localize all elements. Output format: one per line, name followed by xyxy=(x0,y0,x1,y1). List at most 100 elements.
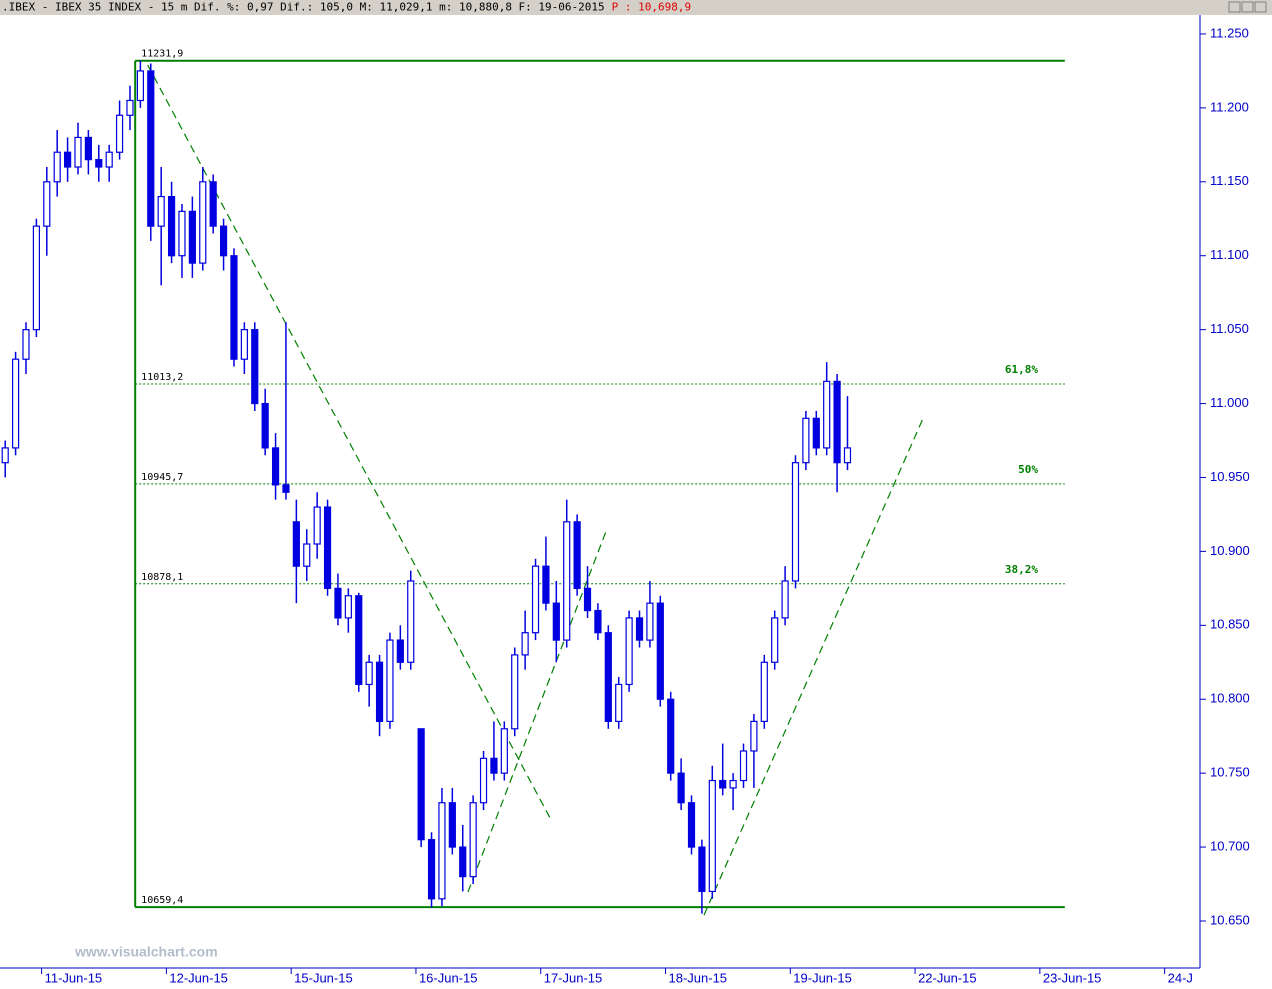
candle-body xyxy=(459,846,467,878)
candle-body xyxy=(11,358,20,449)
candle-body xyxy=(417,728,425,841)
y-tick-label: 10.950 xyxy=(1210,469,1250,484)
y-tick-label: 11.150 xyxy=(1210,173,1249,188)
candle-body xyxy=(157,195,165,227)
y-tick-label: 10.800 xyxy=(1210,691,1250,706)
candle-body xyxy=(407,580,415,663)
fib-pct-label: 61,8% xyxy=(1005,363,1038,376)
candle-body xyxy=(178,210,186,257)
y-tick-label: 10.900 xyxy=(1210,543,1250,558)
candle-body xyxy=(760,661,768,723)
x-tick-label: 15-Jun-15 xyxy=(294,970,353,985)
fib-pct-label: 38,2% xyxy=(1005,563,1038,576)
y-tick-label: 11.100 xyxy=(1210,247,1249,262)
candle-body xyxy=(1,447,9,464)
candle-body xyxy=(115,114,124,153)
fib-price-label: 10945,7 xyxy=(141,472,183,483)
y-tick-label: 11.000 xyxy=(1210,395,1249,410)
candle-body xyxy=(552,602,560,641)
candle-body xyxy=(271,447,280,486)
window-buttons[interactable] xyxy=(1228,1,1267,13)
candle-body xyxy=(698,846,706,893)
candle-body xyxy=(84,136,92,161)
x-tick-label: 24-J xyxy=(1168,970,1193,985)
candle-body xyxy=(313,506,321,545)
fib-pct-label: 50% xyxy=(1018,463,1038,476)
x-tick-label: 19-Jun-15 xyxy=(793,970,852,985)
header-bar xyxy=(0,0,1272,15)
candle-body xyxy=(771,617,779,663)
candle-body xyxy=(188,210,196,264)
x-tick-label: 12-Jun-15 xyxy=(169,970,228,985)
candle-body xyxy=(635,617,644,641)
close-button[interactable] xyxy=(1254,1,1267,13)
candle-body xyxy=(833,380,841,464)
candle-body xyxy=(126,99,134,116)
candle-body xyxy=(729,779,737,789)
candle-body xyxy=(469,802,477,878)
candle-body xyxy=(719,779,727,789)
candle-body xyxy=(292,521,300,567)
candle-body xyxy=(147,70,155,227)
candle-body xyxy=(167,195,176,257)
candle-body xyxy=(261,402,269,449)
candle-body xyxy=(490,757,498,774)
x-tick-label: 11-Jun-15 xyxy=(45,970,103,985)
x-tick-label: 23-Jun-15 xyxy=(1043,970,1102,985)
candle-body xyxy=(396,639,404,663)
y-tick-label: 10.850 xyxy=(1210,617,1250,632)
trend-line xyxy=(703,419,923,916)
candle-body xyxy=(240,329,248,360)
candle-body xyxy=(604,632,612,723)
candle-body xyxy=(573,521,581,589)
candle-body xyxy=(365,661,373,686)
candle-body xyxy=(646,602,654,641)
candle-body xyxy=(323,506,332,589)
watermark: www.visualchart.com xyxy=(74,944,218,960)
candle-body xyxy=(708,779,716,893)
candle-body xyxy=(687,802,696,848)
candle-body xyxy=(251,329,259,405)
candle-body xyxy=(511,654,519,730)
candle-body xyxy=(521,632,529,656)
candle-body xyxy=(230,255,238,360)
candle-body xyxy=(823,380,831,449)
x-tick-label: 22-Jun-15 xyxy=(918,970,977,985)
chart-title: .IBEX - IBEX 35 INDEX - 15 m Dif. %: 0,9… xyxy=(2,1,605,14)
maximize-button[interactable] xyxy=(1241,1,1254,13)
candle-body xyxy=(531,565,540,634)
candle-body xyxy=(53,151,61,183)
fib-price-label: 11013,2 xyxy=(141,372,183,383)
candle-body xyxy=(802,417,810,464)
candle-body xyxy=(656,602,664,700)
candle-body xyxy=(750,720,758,752)
fib-price-label: 10659,4 xyxy=(141,895,183,906)
last-price: P : 10,698,9 xyxy=(612,1,691,14)
candle-body xyxy=(74,136,82,168)
candle-body xyxy=(32,225,40,331)
y-tick-label: 11.050 xyxy=(1210,321,1249,336)
fib-price-label: 11231,9 xyxy=(141,49,183,60)
trend-line xyxy=(147,64,552,821)
candle-body xyxy=(199,181,207,264)
candle-body xyxy=(105,151,113,168)
candle-body xyxy=(843,447,852,464)
candle-body xyxy=(95,159,103,168)
y-tick-label: 10.750 xyxy=(1210,765,1250,780)
x-tick-label: 16-Jun-15 xyxy=(419,970,478,985)
x-tick-label: 18-Jun-15 xyxy=(669,970,728,985)
candle-body xyxy=(334,587,342,619)
candle-body xyxy=(625,617,633,686)
candle-body xyxy=(386,639,394,723)
candle-body xyxy=(282,484,290,493)
candle-body xyxy=(677,772,685,804)
candle-body xyxy=(344,595,352,619)
y-tick-label: 10.650 xyxy=(1210,912,1250,927)
y-tick-label: 10.700 xyxy=(1210,839,1250,854)
candle-body xyxy=(43,181,51,227)
candle-body xyxy=(812,417,820,449)
minimize-button[interactable] xyxy=(1228,1,1241,13)
candle-body xyxy=(542,565,550,604)
candle-body xyxy=(781,580,789,619)
candle-body xyxy=(427,839,436,900)
